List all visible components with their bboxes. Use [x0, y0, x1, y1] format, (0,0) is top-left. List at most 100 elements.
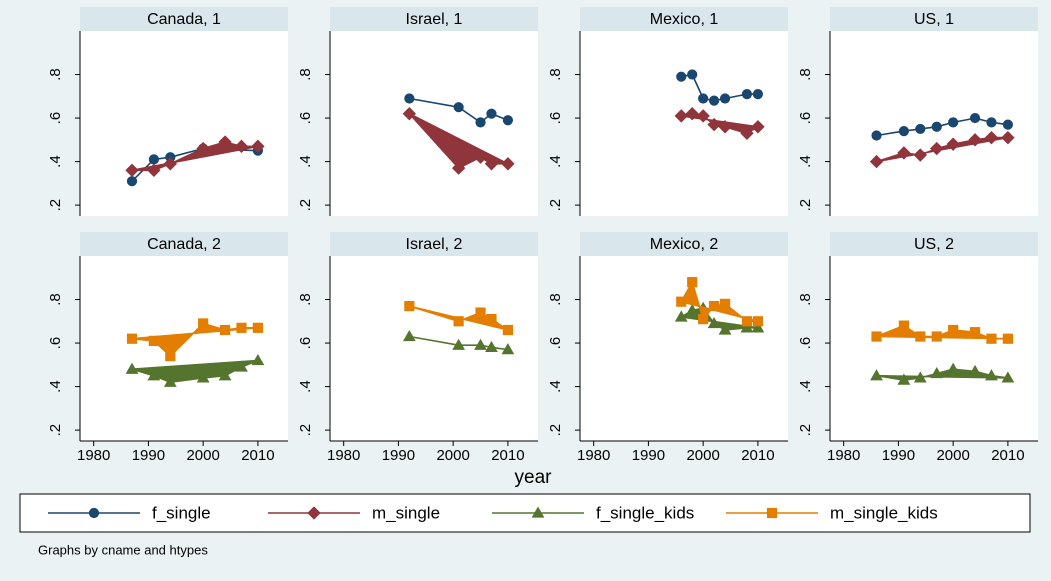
data-point: [913, 371, 927, 383]
data-point: [740, 126, 754, 140]
data-point: [148, 154, 159, 165]
data-point: [484, 157, 499, 171]
plot-area: [330, 31, 538, 216]
data-point: [404, 300, 415, 312]
legend-label: m_single: [372, 503, 440, 522]
panel-title: Canada, 2: [147, 236, 221, 253]
data-point: [501, 343, 515, 355]
data-point: [870, 369, 883, 381]
y-tick-label: .8: [47, 293, 64, 306]
data-point: [1001, 130, 1015, 145]
plot-area: [580, 256, 788, 441]
data-point: [969, 112, 981, 124]
data-point: [147, 163, 161, 177]
x-tick-label: 1990: [382, 447, 415, 464]
data-point: [148, 335, 159, 346]
data-point: [740, 321, 754, 333]
panel-title: Israel, 1: [406, 11, 463, 28]
data-point: [486, 314, 497, 325]
data-point: [402, 107, 417, 121]
x-tick-label: 2000: [686, 447, 719, 464]
data-point: [946, 137, 960, 151]
x-tick-label: 1980: [577, 447, 610, 464]
x-axis-title: year: [515, 467, 553, 488]
data-point: [165, 351, 176, 362]
data-point: [163, 375, 177, 387]
data-point: [752, 89, 763, 100]
data-point: [696, 109, 710, 123]
data-point: [698, 314, 709, 325]
panel-title: Mexico, 2: [650, 236, 719, 253]
data-point: [1002, 119, 1013, 130]
data-point: [451, 161, 466, 175]
legend-marker: [88, 507, 100, 519]
x-tick-label: 2000: [436, 447, 469, 464]
x-tick-label: 1990: [632, 447, 665, 464]
data-point: [968, 364, 982, 376]
y-tick-label: .2: [547, 424, 564, 437]
y-tick-label: .6: [297, 337, 314, 350]
y-tick-label: .4: [547, 155, 564, 168]
y-tick-label: .2: [297, 199, 314, 212]
data-point: [219, 324, 231, 336]
data-point: [751, 120, 765, 134]
data-point: [930, 141, 944, 156]
data-point: [234, 139, 249, 154]
data-point: [218, 135, 232, 149]
data-point: [986, 333, 997, 344]
y-tick-label: .6: [47, 337, 64, 350]
x-tick-label: 1980: [827, 447, 860, 464]
y-tick-label: .4: [47, 380, 64, 393]
data-point: [126, 176, 138, 187]
data-point: [404, 93, 415, 104]
data-point: [948, 324, 959, 336]
data-point: [984, 130, 999, 145]
data-point: [475, 117, 486, 128]
legend-marker: [766, 507, 778, 519]
data-point: [236, 322, 247, 333]
y-tick-label: .6: [297, 112, 314, 125]
data-point: [163, 157, 178, 171]
panel-title: US, 1: [914, 11, 954, 28]
legend-marker: [307, 506, 321, 520]
data-point: [969, 327, 981, 338]
data-point: [676, 71, 687, 82]
data-point: [235, 360, 248, 372]
data-point: [475, 307, 486, 318]
data-point: [676, 296, 687, 307]
data-point: [474, 338, 487, 350]
data-point: [985, 369, 998, 381]
data-point: [898, 320, 909, 331]
data-point: [709, 300, 720, 312]
data-point: [871, 331, 882, 342]
data-point: [147, 369, 161, 381]
data-point: [486, 108, 497, 119]
plot-area: [80, 256, 288, 441]
panel-title: Canada, 1: [147, 11, 221, 28]
data-point: [198, 318, 209, 329]
y-tick-label: .8: [797, 293, 814, 306]
data-point: [252, 322, 263, 333]
data-point: [741, 89, 753, 100]
y-tick-label: .4: [547, 380, 564, 393]
data-point: [751, 321, 765, 333]
y-tick-label: .2: [547, 199, 564, 212]
series-line: [408, 305, 509, 331]
y-tick-label: .4: [797, 380, 814, 393]
data-point: [485, 340, 498, 353]
data-point: [718, 323, 732, 335]
y-tick-label: .2: [47, 199, 64, 212]
y-tick-label: .8: [547, 293, 564, 306]
y-tick-label: .2: [297, 424, 314, 437]
y-tick-label: .8: [297, 68, 314, 81]
legend-label: m_single_kids: [830, 503, 938, 522]
data-point: [931, 121, 942, 132]
data-point: [948, 117, 959, 128]
data-point: [897, 146, 911, 160]
data-point: [126, 333, 138, 344]
plot-area: [830, 256, 1038, 441]
panel-title: Mexico, 1: [650, 11, 719, 28]
data-point: [251, 353, 265, 366]
